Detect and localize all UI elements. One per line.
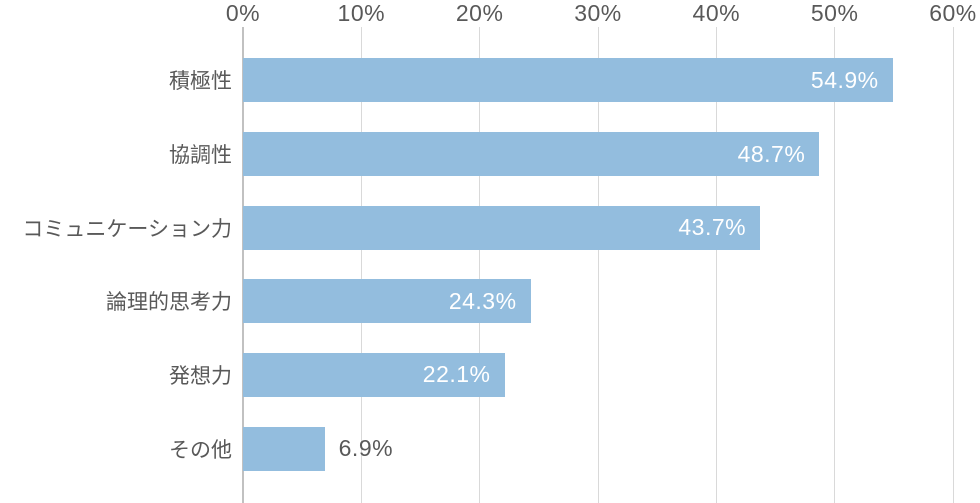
y-axis-line: [242, 27, 244, 503]
gridline: [597, 27, 599, 503]
category-label: 論理的思考力: [106, 291, 232, 315]
category-label: その他: [169, 438, 232, 462]
bar: 54.9%: [243, 58, 893, 103]
x-tick-label: 60%: [929, 0, 977, 26]
x-tick-label: 0%: [225, 0, 261, 26]
bar: 48.7%: [243, 132, 820, 177]
gridline: [360, 27, 362, 503]
value-label: 22.1%: [422, 361, 491, 388]
value-label: 6.9%: [338, 435, 394, 462]
gridline: [952, 27, 954, 503]
category-label: 協調性: [169, 144, 232, 168]
x-tick-label: 50%: [810, 0, 859, 26]
gridline: [715, 27, 717, 503]
bar: [243, 426, 325, 471]
bar: 24.3%: [243, 279, 531, 324]
category-label: コミュニケーション力: [22, 217, 232, 241]
x-tick-label: 20%: [455, 0, 504, 26]
gridline: [479, 27, 481, 503]
value-label: 24.3%: [448, 287, 517, 314]
bar: 43.7%: [243, 205, 761, 250]
x-tick-label: 10%: [337, 0, 386, 26]
value-label: 43.7%: [678, 214, 747, 241]
value-label: 48.7%: [737, 140, 806, 167]
category-label: 積極性: [169, 70, 232, 94]
x-tick-label: 30%: [574, 0, 622, 26]
bar: 22.1%: [243, 352, 505, 397]
gridline: [834, 27, 836, 503]
category-label: 発想力: [169, 364, 232, 388]
x-tick-label: 40%: [692, 0, 741, 26]
value-label: 54.9%: [810, 66, 879, 93]
